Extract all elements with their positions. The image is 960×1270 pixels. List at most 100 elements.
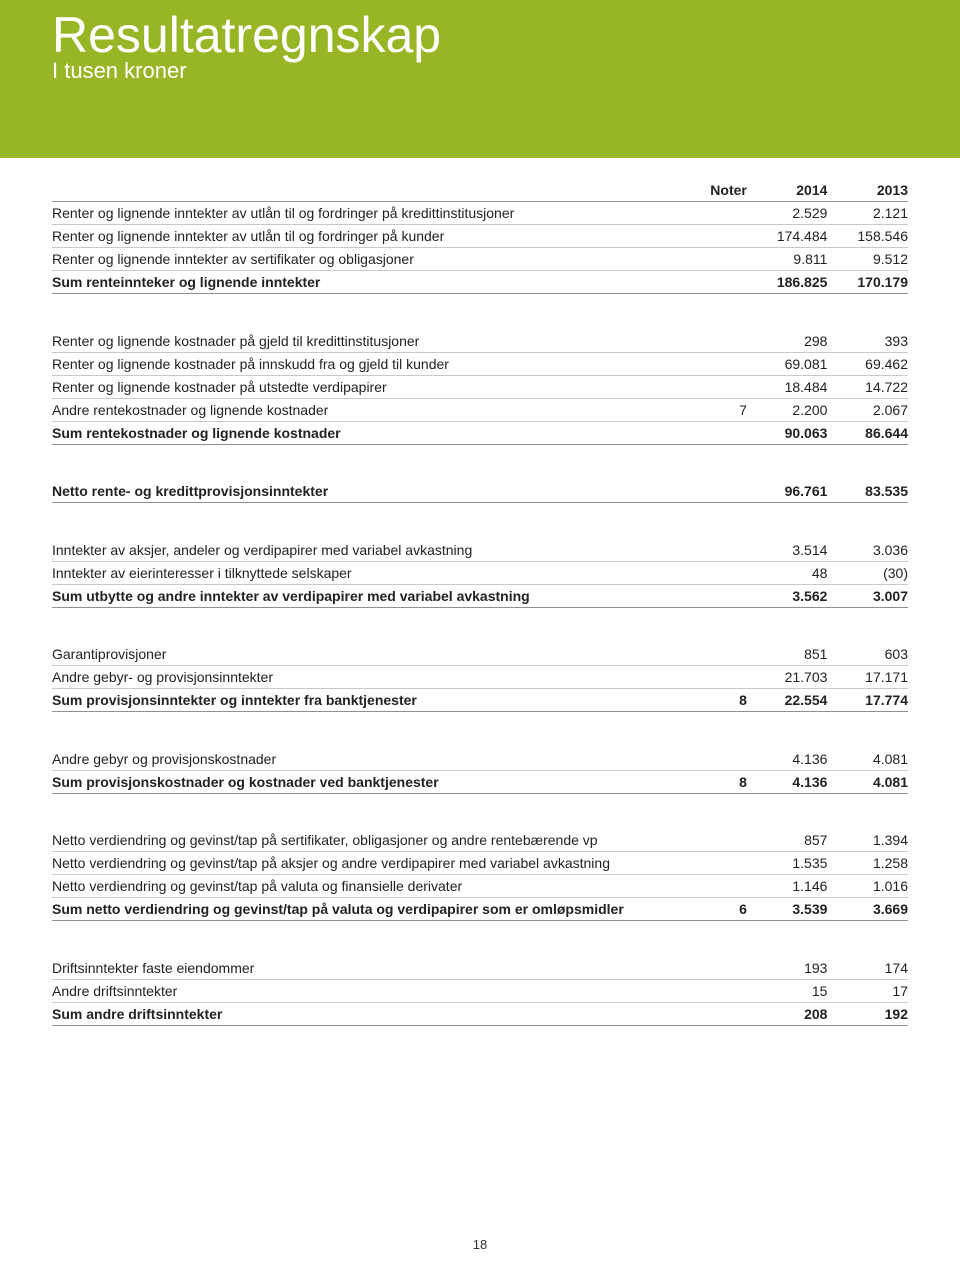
row-note — [686, 979, 746, 1002]
page-header: Resultatregnskap I tusen kroner — [0, 0, 960, 158]
sum-label: Sum provisjonskostnader og kostnader ved… — [52, 770, 686, 793]
section-gap — [52, 607, 908, 643]
row-y2: 4.081 — [827, 748, 908, 771]
row-y2: 1.016 — [827, 875, 908, 898]
sum-y1: 96.761 — [747, 480, 828, 503]
row-y1: 174.484 — [747, 225, 828, 248]
table-sum-row: Sum rentekostnader og lignende kostnader… — [52, 421, 908, 444]
row-note — [686, 875, 746, 898]
table-sum-row: Sum provisjonskostnader og kostnader ved… — [52, 770, 908, 793]
section-gap — [52, 712, 908, 748]
row-label: Netto verdiendring og gevinst/tap på ser… — [52, 829, 686, 852]
row-note — [686, 852, 746, 875]
row-label: Andre driftsinntekter — [52, 979, 686, 1002]
row-y1: 3.514 — [747, 539, 828, 562]
row-label: Renter og lignende kostnader på innskudd… — [52, 352, 686, 375]
row-note — [686, 957, 746, 980]
table-sum-row: Sum netto verdiendring og gevinst/tap på… — [52, 898, 908, 921]
sum-y2: 17.774 — [827, 689, 908, 712]
row-label: Inntekter av eierinteresser i tilknytted… — [52, 561, 686, 584]
row-y1: 9.811 — [747, 248, 828, 271]
row-note — [686, 330, 746, 353]
section-gap — [52, 444, 908, 480]
table-row: Andre rentekostnader og lignende kostnad… — [52, 398, 908, 421]
row-y2: 2.067 — [827, 398, 908, 421]
row-label: Andre gebyr og provisjonskostnader — [52, 748, 686, 771]
row-y2: 9.512 — [827, 248, 908, 271]
row-y2: 1.258 — [827, 852, 908, 875]
table-sum-row: Sum provisjonsinntekter og inntekter fra… — [52, 689, 908, 712]
table-header-row: Noter 2014 2013 — [52, 158, 908, 202]
table-row: Netto verdiendring og gevinst/tap på aks… — [52, 852, 908, 875]
row-label: Renter og lignende inntekter av utlån ti… — [52, 202, 686, 225]
sum-note: 8 — [686, 689, 746, 712]
table-sum-row: Sum andre driftsinntekter 208192 — [52, 1002, 908, 1025]
sum-note — [686, 584, 746, 607]
sum-label: Netto rente- og kredittprovisjonsinntekt… — [52, 480, 686, 503]
table-row: Netto verdiendring og gevinst/tap på val… — [52, 875, 908, 898]
table-row: Driftsinntekter faste eiendommer193174 — [52, 957, 908, 980]
table-sum-row: Netto rente- og kredittprovisjonsinntekt… — [52, 480, 908, 503]
sum-y2: 170.179 — [827, 271, 908, 294]
table-row: Garantiprovisjoner851603 — [52, 643, 908, 666]
table-row: Renter og lignende inntekter av utlån ti… — [52, 202, 908, 225]
row-label: Inntekter av aksjer, andeler og verdipap… — [52, 539, 686, 562]
col-header-year1: 2014 — [747, 158, 828, 202]
row-y1: 48 — [747, 561, 828, 584]
col-header-label — [52, 158, 686, 202]
row-y2: 1.394 — [827, 829, 908, 852]
section-gap — [52, 793, 908, 829]
table-row: Inntekter av aksjer, andeler og verdipap… — [52, 539, 908, 562]
row-note — [686, 248, 746, 271]
row-y1: 1.146 — [747, 875, 828, 898]
sum-y1: 22.554 — [747, 689, 828, 712]
row-label: Renter og lignende inntekter av sertifik… — [52, 248, 686, 271]
row-y2: (30) — [827, 561, 908, 584]
table-row: Renter og lignende kostnader på utstedte… — [52, 375, 908, 398]
row-y1: 2.529 — [747, 202, 828, 225]
row-label: Renter og lignende kostnader på utstedte… — [52, 375, 686, 398]
sum-label: Sum provisjonsinntekter og inntekter fra… — [52, 689, 686, 712]
sum-y1: 208 — [747, 1002, 828, 1025]
row-y2: 17.171 — [827, 666, 908, 689]
table-row: Inntekter av eierinteresser i tilknytted… — [52, 561, 908, 584]
sum-y2: 4.081 — [827, 770, 908, 793]
row-y1: 298 — [747, 330, 828, 353]
row-note — [686, 539, 746, 562]
sum-y2: 86.644 — [827, 421, 908, 444]
sum-y2: 83.535 — [827, 480, 908, 503]
sum-label: Sum renteinnteker og lignende inntekter — [52, 271, 686, 294]
income-statement-table: Noter 2014 2013 Renter og lignende innte… — [52, 158, 908, 1026]
row-note — [686, 375, 746, 398]
sum-y1: 3.539 — [747, 898, 828, 921]
table-row: Netto verdiendring og gevinst/tap på ser… — [52, 829, 908, 852]
table-row: Renter og lignende inntekter av sertifik… — [52, 248, 908, 271]
row-label: Andre rentekostnader og lignende kostnad… — [52, 398, 686, 421]
row-y1: 193 — [747, 957, 828, 980]
row-y1: 15 — [747, 979, 828, 1002]
sum-y2: 3.669 — [827, 898, 908, 921]
row-y2: 17 — [827, 979, 908, 1002]
section-gap — [52, 921, 908, 957]
sum-note — [686, 421, 746, 444]
sum-label: Sum rentekostnader og lignende kostnader — [52, 421, 686, 444]
table-row: Renter og lignende kostnader på gjeld ti… — [52, 330, 908, 353]
table-row: Andre gebyr og provisjonskostnader 4.1364… — [52, 748, 908, 771]
row-y1: 21.703 — [747, 666, 828, 689]
sum-y1: 3.562 — [747, 584, 828, 607]
row-y1: 4.136 — [747, 748, 828, 771]
row-note — [686, 666, 746, 689]
sum-label: Sum andre driftsinntekter — [52, 1002, 686, 1025]
row-note — [686, 643, 746, 666]
sum-y1: 4.136 — [747, 770, 828, 793]
row-y1: 1.535 — [747, 852, 828, 875]
table-sum-row: Sum renteinnteker og lignende inntekter 1… — [52, 271, 908, 294]
row-y2: 69.462 — [827, 352, 908, 375]
row-y2: 393 — [827, 330, 908, 353]
table-row: Andre driftsinntekter 1517 — [52, 979, 908, 1002]
row-y2: 2.121 — [827, 202, 908, 225]
section-gap — [52, 294, 908, 330]
sum-y2: 192 — [827, 1002, 908, 1025]
row-label: Garantiprovisjoner — [52, 643, 686, 666]
table-row: Andre gebyr- og provisjonsinntekter21.70… — [52, 666, 908, 689]
